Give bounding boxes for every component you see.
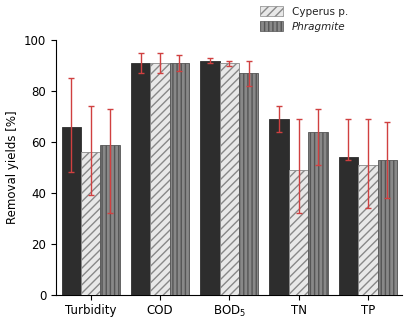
Bar — [200, 60, 220, 295]
Bar — [308, 132, 328, 295]
Bar — [377, 160, 397, 295]
Bar — [62, 127, 81, 295]
Bar — [239, 73, 258, 295]
Bar — [358, 165, 377, 295]
Bar — [269, 119, 289, 295]
Bar — [339, 157, 358, 295]
Bar — [289, 170, 308, 295]
Bar — [131, 63, 150, 295]
Bar — [170, 63, 189, 295]
Bar — [220, 63, 239, 295]
Legend: Cyperus p., Phragmite: Cyperus p., Phragmite — [258, 4, 350, 34]
Bar — [81, 152, 100, 295]
Bar — [100, 145, 120, 295]
Y-axis label: Removal yields [%]: Removal yields [%] — [6, 111, 18, 224]
Bar — [150, 63, 170, 295]
